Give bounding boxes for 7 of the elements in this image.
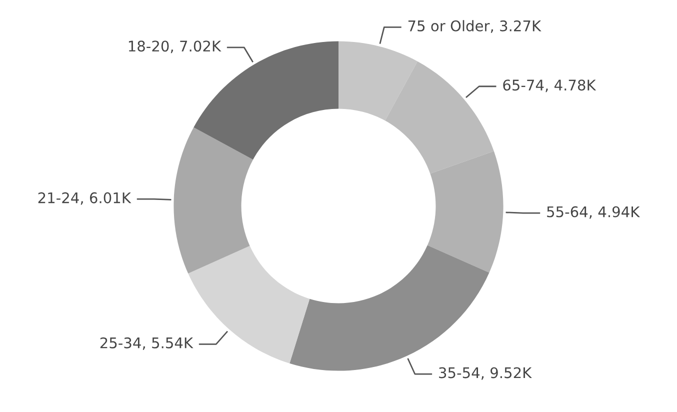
slice-label: 65-74, 4.78K: [503, 80, 596, 92]
slice-label: 35-54, 9.52K: [439, 367, 532, 380]
slice-label: 75 or Older, 3.27K: [408, 20, 542, 33]
slice-label: 25-34, 5.54K: [100, 337, 194, 350]
slice-label: 18-20, 7.02K: [128, 40, 222, 54]
slice-label: 55-64, 4.94K: [547, 206, 640, 219]
slice-label: 21-24, 6.01K: [38, 192, 132, 205]
